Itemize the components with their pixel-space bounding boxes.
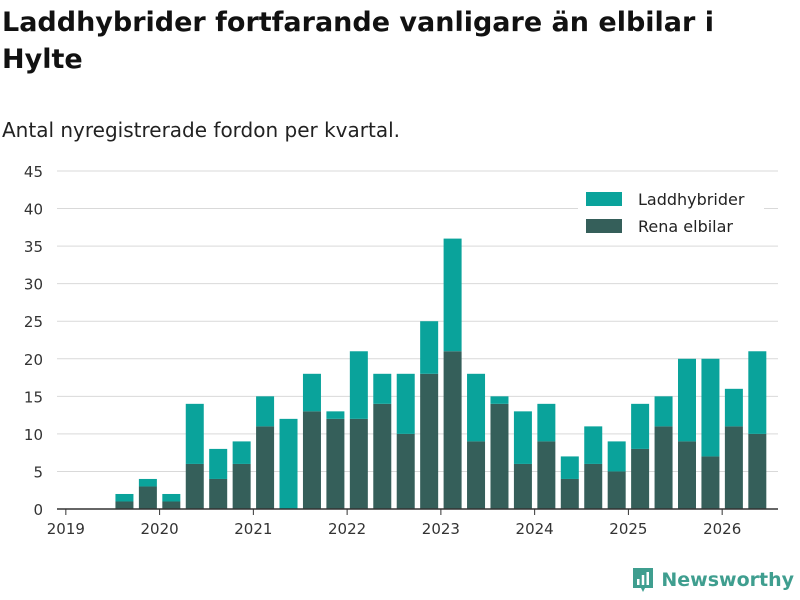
- bar-laddhybrider[interactable]: [232, 441, 251, 464]
- bar-laddhybrider[interactable]: [326, 411, 345, 419]
- y-tick-label: 10: [24, 426, 43, 444]
- x-tick-label: 2020: [141, 520, 179, 538]
- bar-laddhybrider[interactable]: [678, 358, 696, 442]
- bar-laddhybrider[interactable]: [748, 351, 767, 434]
- bar-laddhybrider[interactable]: [490, 396, 509, 404]
- y-axis-ticks: 0 5 10 15 20 25 30 35 40 45: [24, 163, 43, 519]
- x-tick-label: 2022: [328, 520, 366, 538]
- bar-laddhybrider[interactable]: [302, 373, 321, 412]
- bar-rena-elbilar[interactable]: [349, 418, 368, 509]
- y-tick-label: 45: [24, 163, 43, 181]
- bar-laddhybrider[interactable]: [256, 396, 275, 427]
- x-tick-label: 2024: [516, 520, 554, 538]
- bar-laddhybrider[interactable]: [631, 403, 650, 449]
- bar-laddhybrider[interactable]: [513, 411, 532, 464]
- y-tick-label: 25: [24, 313, 43, 331]
- bar-rena-elbilar[interactable]: [584, 463, 603, 509]
- newsworthy-chart-icon: [633, 568, 654, 592]
- bars: [115, 238, 767, 509]
- bar-laddhybrider[interactable]: [420, 321, 439, 374]
- x-axis: 2019 2020 2021 2022 2023 2024 2025 2026: [47, 508, 778, 538]
- bar-laddhybrider[interactable]: [654, 396, 673, 427]
- bar-rena-elbilar[interactable]: [138, 486, 157, 509]
- bar-rena-elbilar[interactable]: [373, 403, 392, 509]
- bar-rena-elbilar[interactable]: [302, 411, 321, 509]
- x-tick-label: 2021: [234, 520, 272, 538]
- bar-laddhybrider[interactable]: [209, 448, 228, 479]
- newsworthy-logo[interactable]: Newsworthy: [631, 566, 794, 594]
- bar-laddhybrider[interactable]: [443, 238, 462, 352]
- bar-rena-elbilar[interactable]: [631, 448, 650, 509]
- bar-rena-elbilar[interactable]: [513, 463, 532, 509]
- legend-swatch-rena-elbilar: [586, 219, 622, 233]
- bar-rena-elbilar[interactable]: [724, 426, 743, 509]
- bar-laddhybrider[interactable]: [724, 388, 743, 427]
- bar-rena-elbilar[interactable]: [162, 501, 181, 509]
- bar-rena-elbilar[interactable]: [678, 441, 696, 509]
- bar-laddhybrider[interactable]: [349, 351, 368, 419]
- legend-label-rena-elbilar[interactable]: Rena elbilar: [638, 217, 733, 236]
- bar-rena-elbilar[interactable]: [185, 463, 204, 509]
- bar-laddhybrider[interactable]: [138, 478, 157, 487]
- bar-rena-elbilar[interactable]: [607, 471, 626, 509]
- bar-laddhybrider[interactable]: [537, 403, 556, 442]
- bar-rena-elbilar[interactable]: [443, 351, 462, 509]
- bar-rena-elbilar[interactable]: [420, 373, 439, 509]
- bar-rena-elbilar[interactable]: [115, 501, 134, 509]
- bar-laddhybrider[interactable]: [185, 403, 204, 464]
- y-tick-label: 40: [24, 201, 43, 219]
- x-tick-label: 2026: [703, 520, 741, 538]
- legend[interactable]: Laddhybrider Rena elbilar: [578, 181, 764, 245]
- bar-laddhybrider[interactable]: [279, 418, 298, 509]
- legend-label-laddhybrider[interactable]: Laddhybrider: [638, 190, 745, 209]
- brand-name: Newsworthy: [661, 569, 794, 591]
- y-tick-label: 15: [24, 388, 43, 406]
- y-tick-label: 5: [33, 463, 43, 481]
- bar-rena-elbilar[interactable]: [560, 478, 579, 509]
- bar-rena-elbilar[interactable]: [537, 441, 556, 509]
- bar-rena-elbilar[interactable]: [232, 463, 251, 509]
- bar-rena-elbilar[interactable]: [701, 456, 720, 509]
- bar-rena-elbilar[interactable]: [467, 441, 486, 509]
- x-tick-label: 2023: [422, 520, 460, 538]
- bar-rena-elbilar[interactable]: [490, 403, 509, 509]
- bar-laddhybrider[interactable]: [396, 373, 415, 434]
- bar-rena-elbilar[interactable]: [654, 426, 673, 509]
- bar-rena-elbilar[interactable]: [256, 426, 275, 509]
- y-tick-label: 0: [33, 501, 43, 519]
- x-tick-label: 2025: [609, 520, 647, 538]
- y-tick-label: 30: [24, 276, 43, 294]
- bar-laddhybrider[interactable]: [373, 373, 392, 404]
- bar-laddhybrider[interactable]: [162, 493, 181, 502]
- bar-rena-elbilar[interactable]: [326, 418, 345, 509]
- x-tick-label: 2019: [47, 520, 85, 538]
- bar-laddhybrider[interactable]: [701, 358, 720, 457]
- chart-subtitle: Antal nyregistrerade fordon per kvartal.: [2, 118, 401, 142]
- bar-laddhybrider[interactable]: [607, 441, 626, 472]
- y-tick-label: 35: [24, 238, 43, 256]
- y-tick-label: 20: [24, 351, 43, 369]
- bar-laddhybrider[interactable]: [467, 373, 486, 442]
- bar-laddhybrider[interactable]: [115, 493, 134, 502]
- legend-swatch-laddhybrider: [586, 192, 622, 206]
- chart-title: Laddhybrider fortfarande vanligare än el…: [2, 7, 714, 75]
- bar-laddhybrider[interactable]: [584, 426, 603, 464]
- bar-laddhybrider[interactable]: [560, 456, 579, 479]
- bar-rena-elbilar[interactable]: [748, 433, 767, 509]
- bar-rena-elbilar[interactable]: [209, 478, 228, 509]
- legend-background: [578, 181, 764, 245]
- bar-rena-elbilar[interactable]: [396, 433, 415, 509]
